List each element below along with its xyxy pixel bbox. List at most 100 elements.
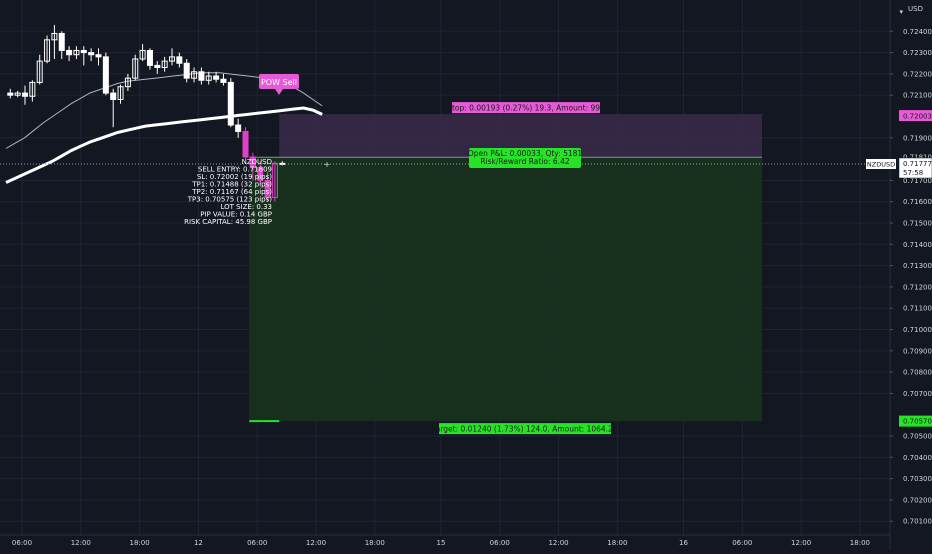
info-line: PIP VALUE: 0.14 GBP — [200, 211, 272, 219]
take-profit-zone — [249, 157, 762, 422]
time-axis[interactable]: 06:00 12:00 18:00 12 06:00 12:00 18:00 15 06:00 1… — [0, 534, 890, 547]
price-tick-label: 0.70900 — [903, 347, 932, 355]
candle-body — [132, 58, 139, 79]
price-tick-label: 0.72100 — [903, 92, 932, 100]
candle-body — [110, 92, 117, 100]
price-tick-label: 0.70100 — [903, 518, 932, 526]
info-line: SELL ENTRY: 0.71809 — [198, 166, 272, 174]
target-label-box — [439, 423, 611, 435]
price-tick-label: 0.70800 — [903, 369, 932, 377]
time-tick-label: 12:00 — [71, 539, 91, 547]
stop-label-box — [452, 102, 600, 114]
current-price-badge — [898, 157, 932, 179]
entry-price-axis-label: 0.71810 — [903, 154, 932, 162]
symbol-axis-tag — [866, 159, 896, 170]
crosshair-marker: + — [324, 160, 331, 169]
candle-body — [227, 81, 234, 126]
price-axis[interactable]: USD ▾ 0.72400 0.72300 0.72200 0.72100 0.71900 0… — [866, 0, 932, 550]
candle-body — [124, 77, 131, 88]
currency-label: USD — [908, 5, 923, 13]
countdown-text: 57:58 — [903, 169, 923, 177]
time-tick-label: 18:00 — [130, 539, 150, 547]
pnl-label-box — [469, 148, 581, 168]
time-tick-label: 16 — [679, 539, 688, 547]
price-tick-label: 0.71000 — [903, 326, 932, 334]
candlesticks — [7, 24, 286, 202]
price-tick-label: 0.71700 — [903, 177, 932, 185]
candle-body — [80, 49, 87, 54]
price-tick-label: 0.71500 — [903, 220, 932, 228]
info-line: TP2: 0.71167 (64 pips) — [191, 188, 272, 196]
info-line: TP3: 0.70575 (123 pips) — [187, 196, 273, 204]
price-tick-label: 0.70500 — [903, 433, 932, 441]
price-tick-label: 0.70200 — [903, 496, 932, 504]
candle-body — [154, 64, 161, 69]
candle-body — [14, 92, 21, 96]
candle-body — [205, 75, 212, 81]
pnl-label-line: Risk/Reward Ratio: 6.42 — [480, 157, 569, 166]
time-tick-label: 18:00 — [365, 539, 385, 547]
price-tick-label: 0.72300 — [903, 49, 932, 57]
candle-body — [102, 56, 109, 94]
currency-dropdown-icon: ▾ — [899, 8, 903, 16]
candle-body — [58, 32, 65, 51]
target-label-text: Target: 0.01240 (1.73%) 124.0, Amount: 1… — [431, 425, 617, 434]
candle-body — [242, 130, 249, 158]
candle-body — [176, 56, 183, 64]
candle-body — [213, 75, 220, 80]
price-tick-label: 0.70700 — [903, 390, 932, 398]
time-tick-label: 12:00 — [548, 539, 568, 547]
time-tick-label: 06:00 — [732, 539, 752, 547]
candle-body — [146, 49, 153, 66]
info-line: RISK CAPITAL: 45.98 GBP — [184, 218, 272, 226]
candle-body — [29, 81, 36, 97]
time-tick-label: 12:00 — [306, 539, 326, 547]
candle-body — [73, 49, 80, 56]
price-tick-label: 0.71300 — [903, 262, 932, 270]
candle-body — [51, 32, 58, 41]
time-tick-label: 06:00 — [12, 539, 32, 547]
info-line: NZDUSD — [242, 158, 272, 166]
price-tick-label: 0.70400 — [903, 454, 932, 462]
time-tick-label: 18:00 — [850, 539, 870, 547]
symbol-axis-tag-text: NZDUSD — [867, 161, 895, 169]
signal-tag-label: POW Sell — [261, 78, 297, 87]
current-price-badge-text: 0.71777 — [903, 160, 932, 168]
pnl-label-line: Open P&L: 0.00033, Qty: 5181 — [468, 149, 583, 158]
candle-body — [22, 92, 28, 97]
candle-body — [169, 56, 175, 62]
candle-body — [235, 124, 242, 132]
price-tick-label: 0.71200 — [903, 283, 932, 291]
price-tick-label: 0.71900 — [903, 134, 932, 142]
stop-label-text: Stop: 0.00193 (0.27%) 19.3, Amount: 990 — [447, 104, 605, 113]
time-tick-label: 06:00 — [247, 539, 267, 547]
candle-body — [139, 49, 146, 60]
candle-body — [191, 71, 198, 79]
time-tick-label: 15 — [436, 539, 445, 547]
target-price-badge — [899, 415, 932, 427]
candle-body — [220, 78, 227, 83]
signal-tag-pointer — [275, 89, 283, 95]
candle-body — [66, 49, 73, 56]
candle-body — [183, 62, 190, 79]
price-tick-label: 0.71100 — [903, 305, 932, 313]
candle-body — [44, 39, 51, 62]
info-line: SL: 0.72002 (19 pips) — [197, 173, 272, 181]
candle-body — [161, 60, 168, 69]
candle-body — [198, 71, 205, 81]
time-tick-label: 12:00 — [791, 539, 811, 547]
candle-body — [257, 167, 264, 181]
info-line: LOT SIZE: 0.33 — [220, 203, 272, 211]
target-price-badge-text: 0.70570 — [903, 418, 932, 426]
price-tick-label: 0.71600 — [903, 198, 932, 206]
stop-price-badge-text: 0.72003 — [903, 113, 932, 121]
time-tick-label: 12 — [194, 539, 203, 547]
candle-body — [249, 156, 256, 169]
moving-average-thick — [5, 106, 323, 184]
price-tick-label: 0.70300 — [903, 475, 932, 483]
info-line: TP1: 0.71488 (32 pips) — [191, 181, 272, 189]
candle-body — [88, 52, 95, 56]
price-tick-label: 0.72200 — [903, 70, 932, 78]
